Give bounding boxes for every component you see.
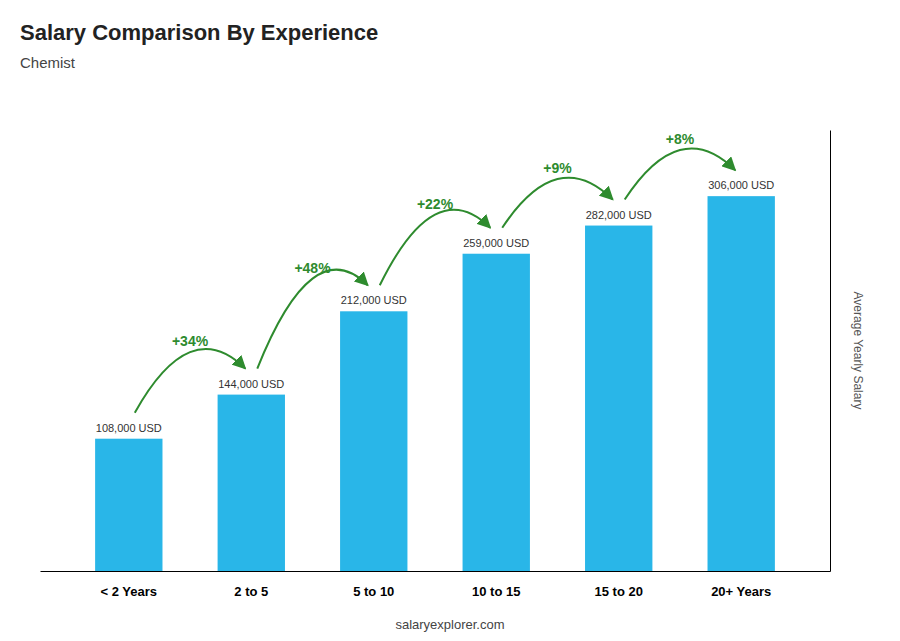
y-axis-title: Average Yearly Salary [851, 292, 865, 410]
change-label: +34% [172, 333, 209, 349]
title: Salary Comparison By Experience [20, 20, 378, 45]
change-arrow [502, 178, 612, 228]
subtitle: Chemist [20, 54, 76, 71]
x-tick-label: 10 to 15 [472, 584, 520, 599]
x-tick-label: 15 to 20 [595, 584, 643, 599]
bar [218, 395, 285, 571]
change-arrow [257, 270, 367, 369]
x-tick: 2 to 5 [234, 584, 268, 599]
data-label: 108,000 USD [96, 422, 162, 434]
y-axis-line [830, 131, 831, 572]
data-labels: 108,000 USD 144,000 USD 212,000 USD 259,000… [96, 179, 775, 434]
x-tick-label: < 2 Years [101, 584, 158, 599]
change-arrow [380, 210, 490, 286]
x-tick: < 2 Years [101, 584, 158, 599]
x-tick: 5 to 10 [353, 584, 394, 599]
change-label: +22% [417, 196, 454, 212]
change-label: +8% [666, 131, 695, 147]
data-label: 282,000 USD [586, 209, 652, 221]
y-axis [830, 131, 831, 572]
data-label: 212,000 USD [341, 294, 407, 306]
plot: < 2 Years 2 to 5 5 to 10 10 to 15 15 to 20 20… [41, 131, 866, 599]
data-label: 144,000 USD [218, 378, 284, 390]
x-tick: 15 to 20 [595, 584, 643, 599]
change-label: +9% [543, 160, 572, 176]
bar [708, 196, 775, 571]
chart-svg: < 2 Years 2 to 5 5 to 10 10 to 15 15 to 20 20… [0, 0, 900, 641]
x-tick: 20+ Years [711, 584, 771, 599]
x-axis: < 2 Years 2 to 5 5 to 10 10 to 15 15 to 20 20… [41, 572, 831, 599]
bars [95, 196, 775, 571]
data-label: 259,000 USD [463, 237, 529, 249]
x-tick-label: 2 to 5 [234, 584, 268, 599]
bar [585, 226, 652, 571]
bar [340, 311, 407, 571]
data-label: 306,000 USD [708, 179, 774, 191]
change-label: +48% [294, 260, 331, 276]
change-arrow [625, 148, 735, 199]
x-tick-label: 5 to 10 [353, 584, 394, 599]
x-tick: 10 to 15 [472, 584, 520, 599]
annotations: +34% +48% +22% +9% +8% [135, 131, 735, 413]
bar [95, 439, 162, 571]
footer: salaryexplorer.com [395, 617, 504, 632]
x-axis-line [41, 571, 831, 572]
change-arrow [135, 349, 245, 413]
x-tick-label: 20+ Years [711, 584, 771, 599]
bar [463, 254, 530, 571]
